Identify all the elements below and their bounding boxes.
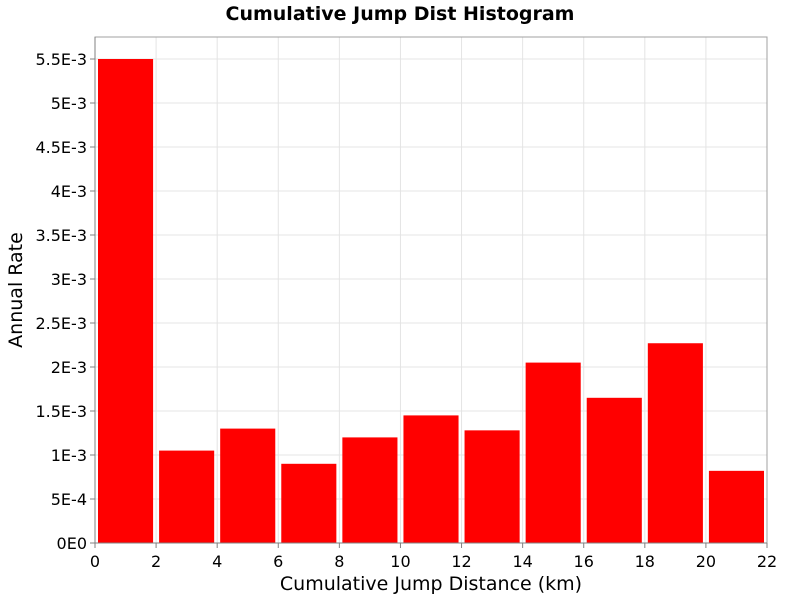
- x-tick-label: 0: [90, 552, 100, 571]
- x-tick-label: 4: [212, 552, 222, 571]
- y-tick-label: 2E-3: [51, 358, 87, 377]
- y-tick-label: 4E-3: [51, 182, 87, 201]
- y-tick-label: 3E-3: [51, 270, 87, 289]
- y-axis-label: Annual Rate: [5, 232, 27, 348]
- y-tick-label: 5E-4: [51, 490, 87, 509]
- histogram-bar: [464, 430, 520, 543]
- x-tick-label: 2: [151, 552, 161, 571]
- chart-title: Cumulative Jump Dist Histogram: [226, 3, 575, 25]
- y-tick-label: 4.5E-3: [35, 138, 87, 157]
- y-tick-label: 0E0: [57, 534, 87, 553]
- x-axis-ticks: 0 2 4 6 8 10 12 14 16 18 20 22: [90, 543, 777, 571]
- y-tick-label: 2.5E-3: [35, 314, 87, 333]
- bars: [98, 59, 764, 543]
- x-tick-label: 8: [334, 552, 344, 571]
- x-tick-label: 16: [574, 552, 594, 571]
- x-tick-label: 10: [390, 552, 410, 571]
- x-tick-label: 12: [451, 552, 471, 571]
- histogram-bar: [281, 463, 337, 543]
- histogram-bar: [159, 450, 215, 543]
- y-axis-ticks: 0E0 5E-4 1E-3 1.5E-3 2E-3 2.5E-3 3E-3 3.5E-3 4E-…: [35, 50, 95, 553]
- x-tick-label: 20: [696, 552, 716, 571]
- y-tick-label: 1E-3: [51, 446, 87, 465]
- y-tick-label: 1.5E-3: [35, 402, 87, 421]
- histogram-bar: [647, 343, 703, 543]
- histogram-bar: [586, 397, 642, 543]
- x-tick-label: 22: [757, 552, 777, 571]
- histogram-bar: [98, 59, 154, 543]
- histogram-bar: [220, 428, 276, 543]
- y-tick-label: 5E-3: [51, 94, 87, 113]
- x-tick-label: 14: [512, 552, 532, 571]
- histogram-bar: [525, 362, 581, 543]
- histogram-bar: [342, 437, 398, 543]
- x-tick-label: 18: [635, 552, 655, 571]
- histogram-bar: [708, 470, 764, 543]
- y-tick-label: 3.5E-3: [35, 226, 87, 245]
- histogram-bar: [403, 415, 459, 543]
- x-axis-label: Cumulative Jump Distance (km): [280, 573, 582, 595]
- y-tick-label: 5.5E-3: [35, 50, 87, 69]
- x-tick-label: 6: [273, 552, 283, 571]
